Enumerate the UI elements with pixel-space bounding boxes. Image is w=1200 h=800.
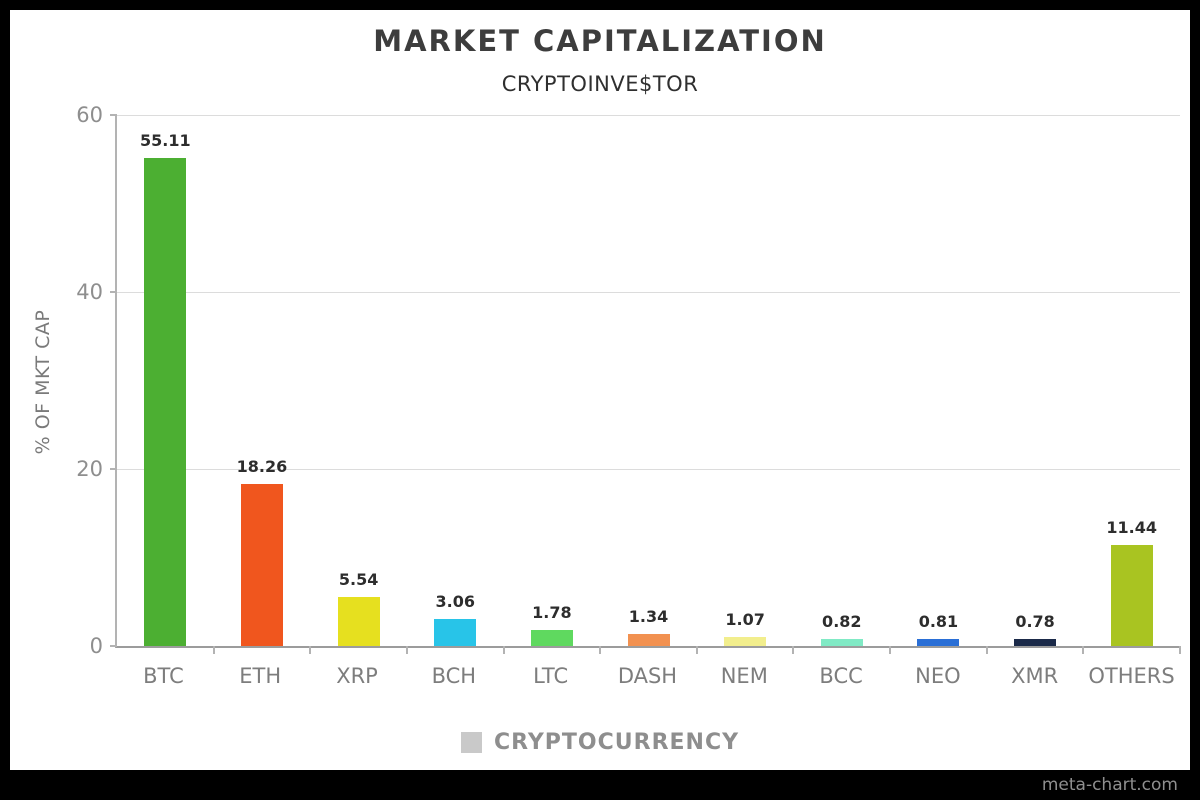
bars-container: 55.11 18.26 5.54 3.06 1.78 1.34 1.07 0.82 0.81 0.… bbox=[117, 115, 1181, 654]
bar-NEM bbox=[724, 636, 767, 646]
plot-area: 0 20 40 60 55.11 18.26 5.54 3.06 1.78 1.34 1.07 0.8… bbox=[76, 103, 1181, 658]
legend-swatch-icon bbox=[460, 732, 482, 753]
bar-XRP bbox=[337, 596, 380, 646]
x-axis-labels: BTC ETH XRP BCH LTC DASH NEM BCC NEO XMR OTHERS bbox=[115, 664, 1180, 688]
x-label-BCH: BCH bbox=[431, 664, 477, 688]
legend-label: CRYPTOCURRENCY bbox=[493, 730, 740, 755]
bar-value-DASH: 1.34 bbox=[628, 607, 669, 627]
bar-BCH bbox=[434, 618, 477, 646]
legend: CRYPTOCURRENCY bbox=[10, 730, 1190, 755]
watermark: meta-chart.com bbox=[1041, 775, 1178, 795]
y-tick-mark-0 bbox=[110, 645, 117, 647]
x-label-NEM: NEM bbox=[720, 664, 768, 688]
bar-value-NEM: 1.07 bbox=[725, 609, 765, 629]
x-label-XRP: XRP bbox=[336, 664, 378, 688]
bar-slot-OTHERS: 11.44 bbox=[1083, 115, 1181, 654]
bar-value-BTC: 55.11 bbox=[140, 131, 191, 151]
bar-ETH bbox=[240, 484, 283, 646]
bar-slot-ETH: 18.26 bbox=[214, 115, 311, 654]
x-label-OTHERS: OTHERS bbox=[1088, 664, 1175, 688]
bar-slot-NEO: 0.81 bbox=[890, 115, 988, 654]
bar-LTC bbox=[530, 630, 573, 646]
bar-OTHERS bbox=[1110, 544, 1153, 646]
chart-subtitle: CRYPTOINVE$TOR bbox=[501, 72, 699, 96]
bar-value-OTHERS: 11.44 bbox=[1106, 517, 1158, 537]
bar-slot-BTC: 55.11 bbox=[117, 115, 215, 654]
chart-title: MARKET CAPITALIZATION bbox=[373, 24, 827, 58]
bar-slot-NEM: 1.07 bbox=[697, 115, 795, 654]
bar-value-NEO: 0.81 bbox=[918, 611, 959, 631]
chart-canvas: MARKET CAPITALIZATION CRYPTOINVE$TOR % O… bbox=[10, 10, 1190, 770]
y-tick-label-60: 60 bbox=[76, 103, 103, 127]
bar-BCC bbox=[820, 638, 863, 646]
bar-DASH bbox=[627, 634, 670, 646]
y-tick-label-0: 0 bbox=[89, 634, 103, 658]
bar-slot-LTC: 1.78 bbox=[504, 115, 601, 654]
x-label-DASH: DASH bbox=[617, 664, 678, 688]
bar-value-LTC: 1.78 bbox=[532, 603, 572, 623]
bar-value-BCH: 3.06 bbox=[435, 591, 475, 611]
bar-NEO bbox=[917, 638, 960, 646]
bar-slot-XMR: 0.78 bbox=[987, 115, 1085, 654]
x-label-ETH: ETH bbox=[239, 664, 282, 688]
y-tick-label-20: 20 bbox=[76, 457, 103, 481]
y-tick-mark-60 bbox=[110, 114, 117, 116]
bar-value-XMR: 0.78 bbox=[1015, 612, 1055, 632]
gridline-60 bbox=[117, 115, 1180, 116]
bar-value-BCC: 0.82 bbox=[822, 611, 862, 631]
bar-slot-DASH: 1.34 bbox=[600, 115, 698, 654]
x-label-BTC: BTC bbox=[143, 664, 184, 688]
bar-XMR bbox=[1014, 639, 1057, 646]
gridline-20 bbox=[117, 469, 1180, 471]
x-label-XMR: XMR bbox=[1011, 664, 1059, 688]
chart-area: % OF MKT CAP 0 20 40 60 55.11 18.26 5.54 3.06 1.… bbox=[32, 103, 1181, 688]
bar-value-ETH: 18.26 bbox=[236, 457, 288, 477]
x-label-NEO: NEO bbox=[915, 664, 961, 688]
gridline-40 bbox=[117, 292, 1180, 294]
bar-slot-BCH: 3.06 bbox=[407, 115, 505, 654]
y-tick-mark-20 bbox=[110, 468, 117, 470]
bar-BTC bbox=[144, 158, 187, 646]
y-axis-title: % OF MKT CAP bbox=[32, 309, 54, 454]
bar-value-XRP: 5.54 bbox=[338, 569, 379, 589]
x-label-BCC: BCC bbox=[819, 664, 863, 688]
bar-slot-XRP: 5.54 bbox=[310, 115, 408, 654]
y-tick-label-40: 40 bbox=[76, 280, 103, 304]
y-tick-mark-40 bbox=[110, 291, 117, 293]
x-label-LTC: LTC bbox=[533, 664, 569, 688]
bar-slot-BCC: 0.82 bbox=[793, 115, 891, 654]
